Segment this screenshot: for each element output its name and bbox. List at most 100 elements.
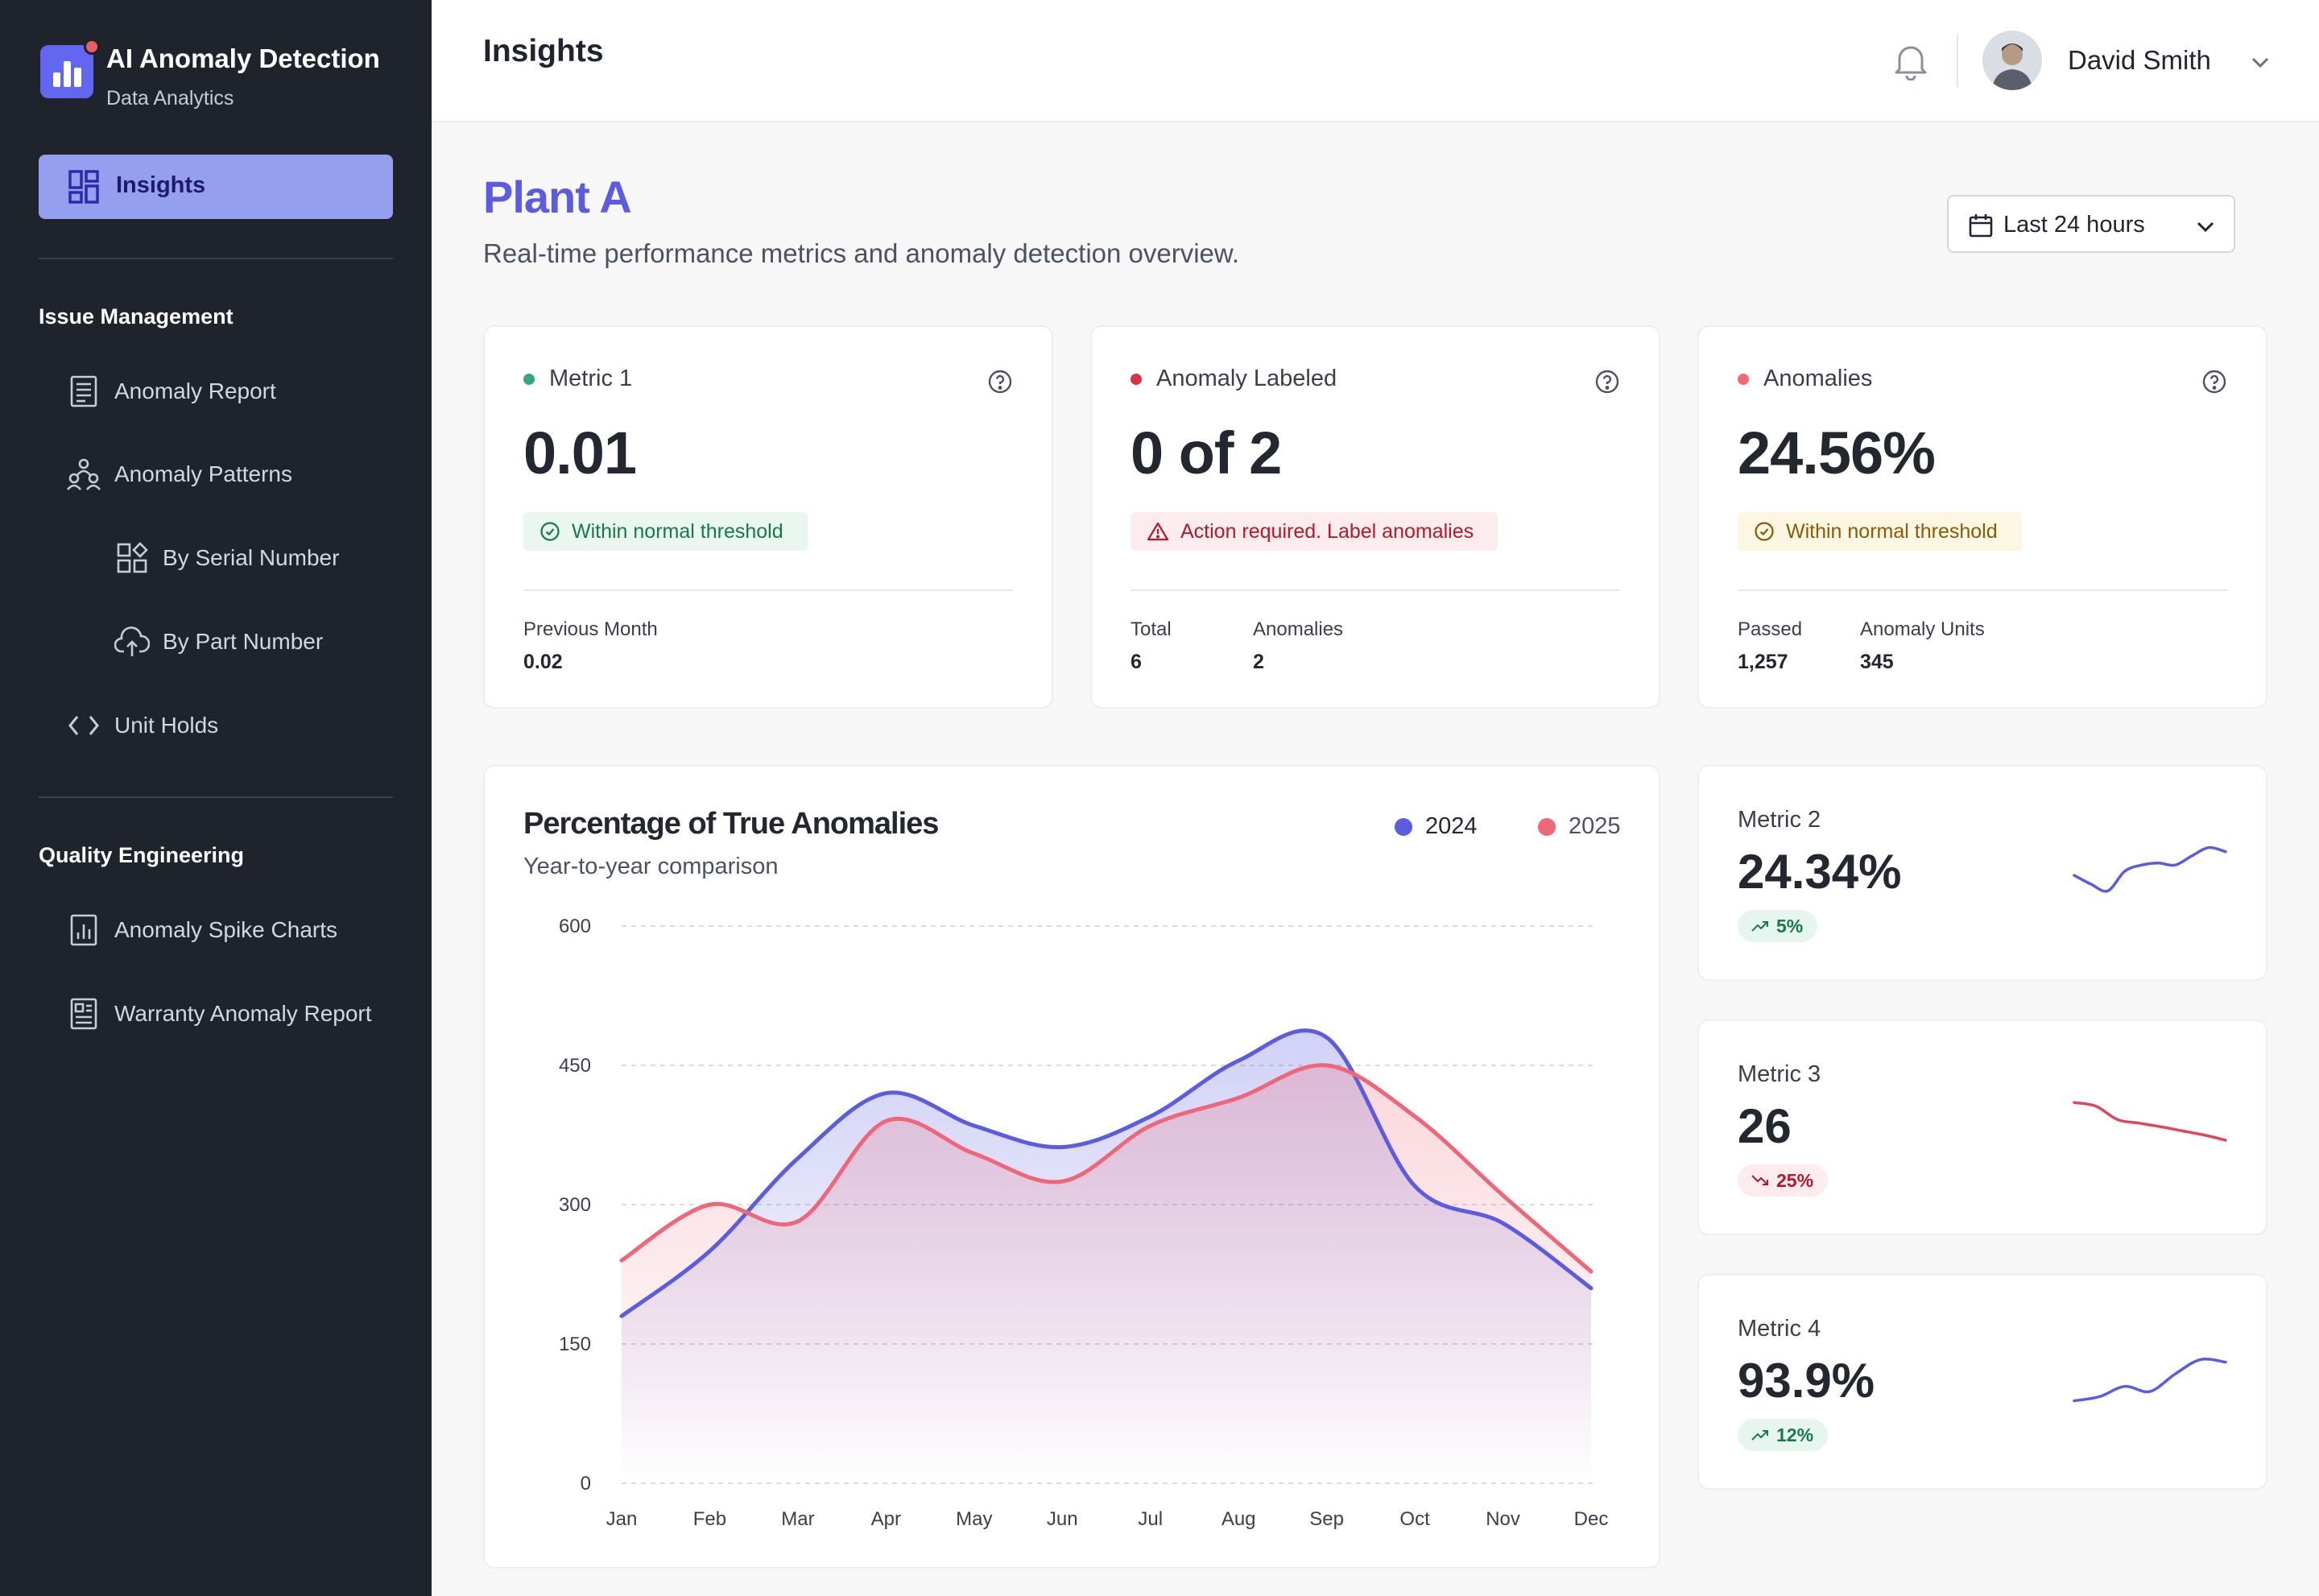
kpi-stat: Total 6 xyxy=(1131,618,1172,674)
data-point[interactable] xyxy=(1412,1113,1418,1119)
status-dot xyxy=(1738,373,1749,385)
metric-name: Metric 2 xyxy=(1738,807,1821,833)
series-line-2025[interactable] xyxy=(619,1063,1594,1274)
legend-item-2025[interactable]: 2025 xyxy=(1538,813,1621,840)
kpi-stat-label: Passed xyxy=(1738,618,1803,640)
card-divider xyxy=(523,589,1013,591)
check-circle-icon xyxy=(540,522,560,541)
series-area-2025 xyxy=(622,1065,1591,1483)
delta-badge: 25% xyxy=(1738,1164,1829,1197)
data-point[interactable] xyxy=(883,1090,889,1097)
data-point[interactable] xyxy=(883,1118,889,1124)
header-title: Insights xyxy=(483,34,604,68)
help-icon[interactable] xyxy=(1594,369,1620,395)
data-point[interactable] xyxy=(618,1257,625,1263)
card-divider xyxy=(1131,589,1620,591)
data-point[interactable] xyxy=(971,1123,978,1129)
kpi-stat-value: 1,257 xyxy=(1738,651,1788,673)
x-tick-label: Jun xyxy=(1047,1508,1078,1530)
brand[interactable]: AI Anomaly Detection Data Analytics xyxy=(39,39,417,122)
kpi-stat-value: 6 xyxy=(1131,651,1142,673)
brand-subtitle: Data Analytics xyxy=(106,87,234,110)
data-point[interactable] xyxy=(1147,1113,1154,1119)
data-point[interactable] xyxy=(618,1313,625,1319)
nav-item-unit-holds[interactable]: Unit Holds xyxy=(66,701,218,750)
status-badge: Within normal threshold xyxy=(523,512,808,551)
code-icon xyxy=(66,708,101,743)
data-point[interactable] xyxy=(1500,1192,1507,1198)
sparkline xyxy=(2073,1358,2227,1403)
help-icon[interactable] xyxy=(987,369,1013,395)
kpi-card-metric-1: Metric 1 0.01 Within normal threshold Pr… xyxy=(483,325,1053,709)
x-tick-label: Dec xyxy=(1574,1508,1609,1530)
status-badge-label: Within normal threshold xyxy=(572,519,783,543)
kpi-value: 0 of 2 xyxy=(1131,420,1282,486)
series-line-2024[interactable] xyxy=(619,1028,1594,1318)
delta-value: 5% xyxy=(1776,915,1804,937)
chevron-down-icon[interactable] xyxy=(2248,50,2272,74)
kpi-stat: Anomaly Units 345 xyxy=(1860,618,1985,674)
nav-item-anomaly-report[interactable]: Anomaly Report xyxy=(66,367,276,416)
data-point[interactable] xyxy=(1235,1094,1242,1101)
data-point[interactable] xyxy=(795,1218,801,1225)
metric-value: 93.9% xyxy=(1738,1354,1875,1408)
nav-item-by-part-number[interactable]: By Part Number xyxy=(114,618,323,666)
bell-icon[interactable] xyxy=(1892,42,1929,81)
area-chart: 0 150 300 450 600 Jan Feb Mar Apr May Jun Jul Aug Sep… xyxy=(559,916,1609,1530)
status-dot xyxy=(1131,373,1142,385)
y-tick-label: 0 xyxy=(581,1473,591,1495)
data-point[interactable] xyxy=(1588,1268,1594,1275)
nav-item-label: Insights xyxy=(116,172,206,198)
y-tick-label: 300 xyxy=(559,1194,591,1216)
sparkline-path xyxy=(2073,846,2227,893)
metric-card-metric-2: Metric 2 24.34% 5% xyxy=(1697,765,2267,981)
chevron-down-icon xyxy=(2197,221,2214,233)
help-icon[interactable] xyxy=(2201,369,2227,395)
header-separator xyxy=(1957,34,1958,87)
data-point[interactable] xyxy=(1059,1143,1065,1150)
kpi-stat-value: 345 xyxy=(1860,651,1894,673)
nav-item-anomaly-patterns[interactable]: Anomaly Patterns xyxy=(66,450,292,498)
data-point[interactable] xyxy=(706,1248,713,1255)
metric-value: 24.34% xyxy=(1738,845,1902,899)
time-range-value: Last 24 hours xyxy=(2003,212,2145,238)
kpi-stat-value: 2 xyxy=(1253,651,1264,673)
time-range-select[interactable]: Last 24 hours xyxy=(1947,195,2235,253)
data-point[interactable] xyxy=(795,1155,801,1161)
nav-item-anomaly-spike-charts[interactable]: Anomaly Spike Charts xyxy=(66,906,337,954)
nav-item-label: By Serial Number xyxy=(163,545,340,570)
metric-card-metric-3: Metric 3 26 25% xyxy=(1697,1019,2267,1235)
nav-item-warranty-anomaly-report[interactable]: Warranty Anomaly Report xyxy=(66,990,372,1038)
data-point[interactable] xyxy=(1324,1034,1330,1040)
kpi-stat-label: Total xyxy=(1131,618,1172,640)
legend-label: 2025 xyxy=(1569,813,1621,839)
check-circle-icon xyxy=(1755,522,1774,541)
data-point[interactable] xyxy=(1588,1285,1594,1292)
data-point[interactable] xyxy=(1147,1123,1154,1129)
kpi-stat-label: Anomalies xyxy=(1253,618,1344,640)
kpi-card-anomaly-labeled: Anomaly Labeled 0 of 2 Action required. … xyxy=(1090,325,1660,709)
nav-item-insights[interactable]: Insights xyxy=(39,155,393,219)
y-tick-label: 450 xyxy=(559,1055,591,1077)
brand-logo-icon xyxy=(40,39,100,98)
data-point[interactable] xyxy=(1235,1057,1242,1064)
kpi-name: Metric 1 xyxy=(549,366,633,391)
data-point[interactable] xyxy=(1324,1062,1330,1069)
data-point[interactable] xyxy=(1412,1183,1418,1189)
nav-item-label: Anomaly Patterns xyxy=(114,461,292,486)
kpi-stat: Anomalies 2 xyxy=(1253,618,1343,674)
warning-icon xyxy=(1147,522,1169,541)
data-point[interactable] xyxy=(971,1151,978,1157)
nav-item-by-serial-number[interactable]: By Serial Number xyxy=(114,534,339,582)
legend-item-2024[interactable]: 2024 xyxy=(1395,813,1478,840)
nav-item-label: By Part Number xyxy=(163,629,324,654)
section-title-issue-management: Issue Management xyxy=(39,304,234,329)
user-name[interactable]: David Smith xyxy=(2068,45,2211,75)
data-point[interactable] xyxy=(1500,1220,1507,1226)
data-point[interactable] xyxy=(1059,1178,1065,1185)
data-point[interactable] xyxy=(706,1201,713,1208)
chart-subtitle: Year-to-year comparison xyxy=(523,854,779,879)
kpi-stat-value: 0.02 xyxy=(523,651,563,673)
legend-label: 2024 xyxy=(1425,813,1478,839)
user-avatar[interactable] xyxy=(1982,31,2042,90)
